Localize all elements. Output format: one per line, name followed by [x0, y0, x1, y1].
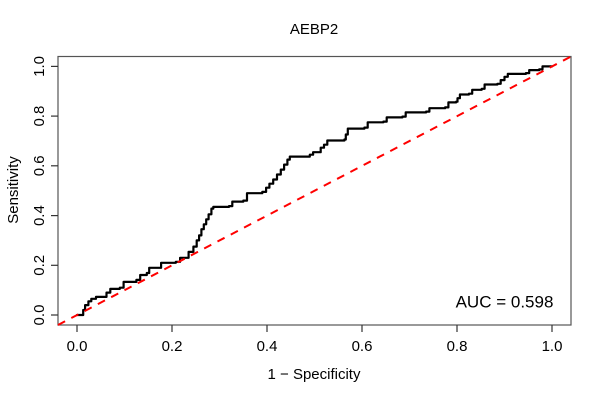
- y-tick-label: 0.2: [31, 255, 48, 276]
- x-tick-label: 0.6: [352, 338, 373, 355]
- x-axis-label: 1 − Specificity: [268, 366, 361, 383]
- plot-axes: 0.0 0.2 0.4 0.6 0.8 1.0 0.0 0.2 0.4 0.6 0.8 1.0: [31, 55, 572, 355]
- x-tick-label: 0.4: [257, 338, 278, 355]
- plot-box: [57, 55, 572, 326]
- plot-area: AUC = 0.598: [57, 55, 572, 326]
- y-tick-label: 0.8: [31, 106, 48, 127]
- chance-diagonal-line: [57, 55, 572, 326]
- y-tick-label: 1.0: [31, 56, 48, 77]
- y-tick-label: 0.0: [31, 305, 48, 326]
- x-tick-label: 0.2: [162, 338, 183, 355]
- y-tick-label: 0.4: [31, 205, 48, 226]
- roc-curve: [75, 65, 554, 317]
- x-tick-label: 0.0: [67, 338, 88, 355]
- y-axis-label: Sensitivity: [5, 156, 22, 224]
- x-tick-label: 1.0: [542, 338, 563, 355]
- x-tick-label: 0.8: [447, 338, 468, 355]
- chart-title: AEBP2: [290, 21, 338, 38]
- auc-annotation: AUC = 0.598: [456, 293, 554, 312]
- y-tick-label: 0.6: [31, 155, 48, 176]
